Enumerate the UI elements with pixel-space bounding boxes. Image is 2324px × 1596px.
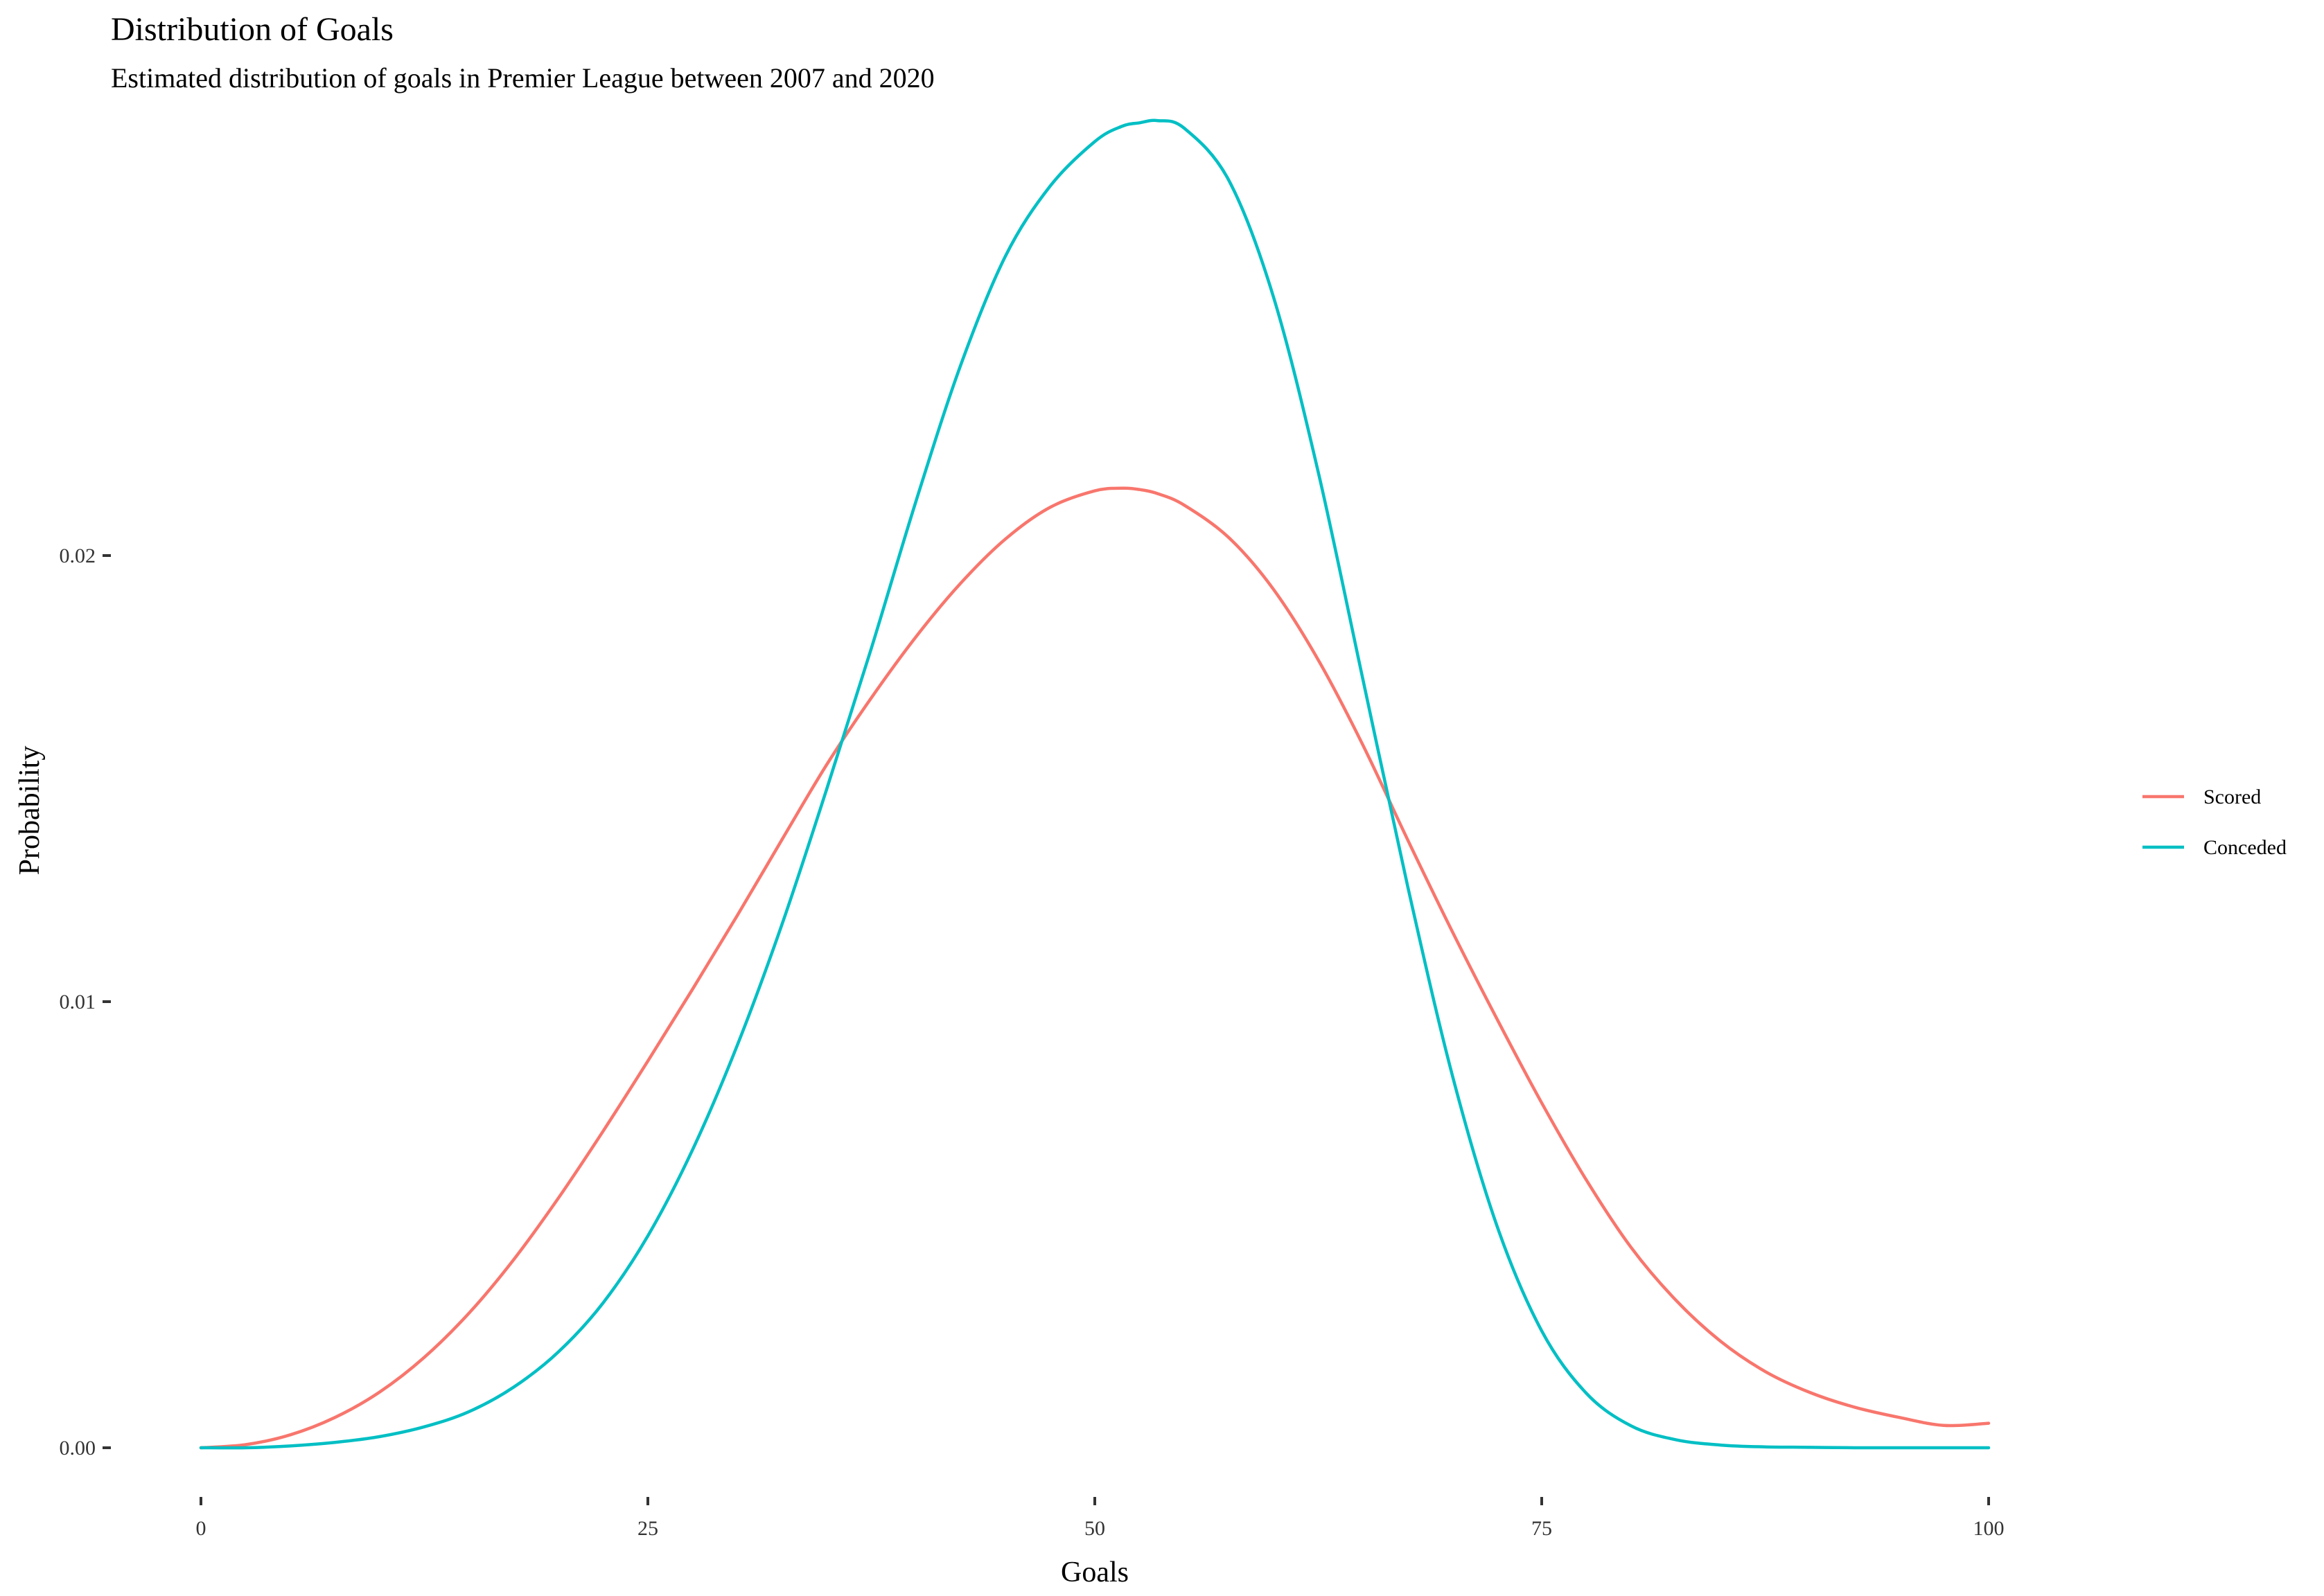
series-layer	[199, 118, 1991, 1450]
series-line-scored	[199, 486, 1991, 1450]
x-tick-label: 50	[1084, 1517, 1105, 1540]
y-tick-label: 0.01	[60, 991, 96, 1013]
y-tick-label: 0.00	[60, 1437, 96, 1460]
series-line-conceded	[199, 118, 1991, 1450]
x-tick-label: 0	[196, 1517, 206, 1540]
chart-title: Distribution of Goals	[111, 11, 394, 48]
chart-subtitle: Estimated distribution of goals in Premi…	[111, 62, 935, 94]
y-axis: 0.00 0.01 0.02	[60, 544, 111, 1460]
plot-area: 0.00 0.01 0.02 0 25 50 75 100	[60, 118, 2005, 1540]
x-tick-label: 75	[1531, 1517, 1552, 1540]
y-tick-label: 0.02	[60, 544, 96, 567]
legend-label-scored: Scored	[2203, 786, 2261, 808]
legend: Scored Conceded	[2142, 786, 2287, 859]
legend-label-conceded: Conceded	[2203, 836, 2287, 859]
x-tick-label: 25	[637, 1517, 658, 1540]
x-tick-label: 100	[1973, 1517, 2005, 1540]
x-axis-title: Goals	[1061, 1557, 1129, 1588]
y-axis-title: Probability	[14, 746, 46, 876]
x-axis: 0 25 50 75 100	[196, 1497, 2005, 1540]
